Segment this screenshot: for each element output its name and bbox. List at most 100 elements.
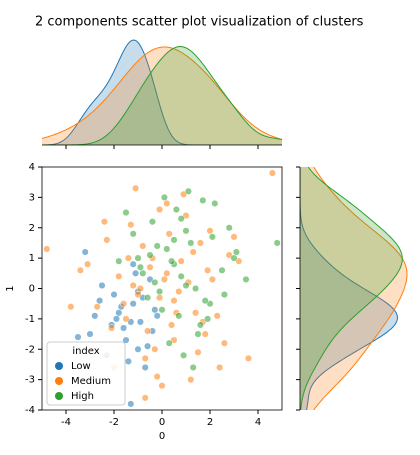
point	[273, 239, 281, 247]
point	[124, 357, 132, 365]
kde-right	[300, 167, 398, 410]
point	[208, 233, 216, 241]
main-frame	[41, 166, 283, 411]
point	[170, 236, 178, 244]
legend-marker	[55, 392, 63, 400]
point	[151, 278, 159, 286]
point	[165, 339, 173, 347]
point	[182, 227, 190, 235]
point	[151, 345, 159, 353]
legend-label: High	[71, 391, 94, 402]
kde-top	[42, 46, 282, 145]
point	[122, 315, 130, 323]
point	[230, 233, 238, 241]
point	[129, 300, 137, 308]
point	[122, 336, 130, 344]
point	[134, 254, 142, 262]
point	[139, 242, 147, 250]
y-tick-label: -4	[25, 405, 35, 416]
y-tick-label: 2	[29, 223, 35, 234]
x-tick-label: 2	[207, 417, 213, 428]
point	[141, 363, 149, 372]
point	[156, 287, 164, 296]
point	[232, 248, 240, 256]
point	[129, 230, 137, 238]
point	[194, 330, 202, 338]
point	[187, 376, 195, 384]
point	[163, 245, 171, 253]
point	[177, 272, 185, 280]
point	[160, 275, 168, 283]
point	[184, 187, 192, 195]
point	[132, 269, 140, 277]
x-tick-label: -4	[61, 417, 71, 428]
point	[177, 215, 185, 223]
kde-top	[42, 40, 282, 145]
point	[216, 363, 224, 372]
point	[189, 363, 197, 372]
legend-marker	[55, 362, 63, 370]
kde-top	[42, 46, 282, 145]
legend-label: Low	[71, 361, 91, 372]
y-tick-label: -1	[25, 314, 35, 325]
point	[163, 269, 171, 277]
point	[163, 199, 171, 207]
point	[160, 193, 168, 201]
point	[76, 266, 84, 274]
point	[148, 218, 156, 226]
point	[187, 239, 195, 247]
point	[136, 284, 144, 293]
point	[156, 205, 164, 214]
point	[153, 373, 161, 381]
point	[96, 297, 104, 305]
point	[213, 312, 221, 320]
point	[182, 281, 190, 290]
point	[110, 291, 118, 299]
kde-top-line	[42, 39, 282, 145]
x-axis-label: 0	[159, 431, 165, 442]
point	[139, 269, 147, 277]
point	[211, 199, 219, 207]
point	[199, 196, 207, 204]
point	[144, 294, 152, 302]
point	[196, 239, 204, 247]
point	[220, 339, 228, 347]
point	[74, 333, 82, 341]
point	[144, 342, 152, 350]
point	[165, 230, 173, 238]
point	[84, 260, 92, 268]
kde-top-line	[42, 46, 282, 140]
point	[103, 236, 111, 244]
y-tick-label: 3	[29, 192, 35, 203]
point	[108, 324, 116, 332]
point	[93, 303, 101, 311]
legend-marker	[55, 377, 63, 385]
y-tick-label: 4	[29, 162, 35, 173]
point	[196, 321, 204, 329]
point	[43, 245, 51, 253]
point	[153, 242, 161, 250]
point	[115, 309, 123, 317]
point	[242, 275, 250, 283]
point	[136, 318, 144, 326]
point	[204, 315, 212, 323]
point	[177, 257, 185, 265]
point	[98, 281, 106, 290]
point	[175, 312, 183, 320]
point	[168, 321, 176, 329]
point	[204, 266, 212, 274]
point	[112, 315, 120, 323]
x-tick-label: 0	[159, 417, 165, 428]
point	[129, 260, 137, 268]
x-tick-label: 4	[255, 417, 261, 428]
point	[172, 205, 180, 214]
point	[122, 209, 130, 217]
chart-title: 2 components scatter plot visualization …	[35, 15, 364, 30]
point	[192, 284, 200, 293]
point	[127, 400, 135, 408]
point	[146, 251, 154, 259]
point	[180, 351, 188, 359]
point	[100, 218, 108, 226]
point	[268, 169, 276, 177]
